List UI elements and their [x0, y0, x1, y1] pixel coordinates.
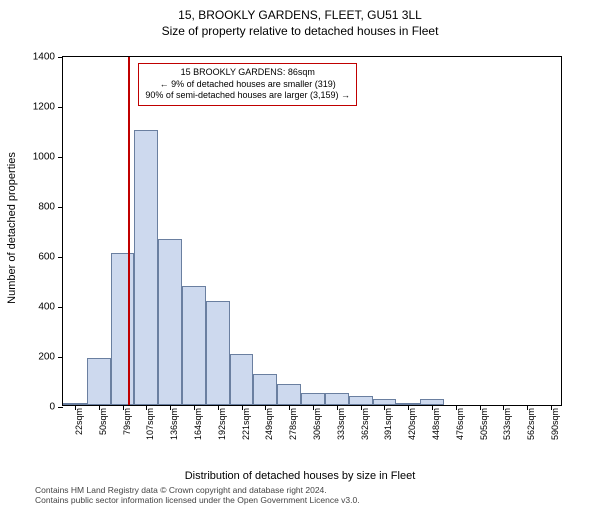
footnote: Contains HM Land Registry data © Crown c… [35, 485, 360, 506]
histogram-bar [134, 130, 158, 405]
ytick-label: 0 [23, 402, 55, 413]
xtick-label: 533sqm [502, 408, 512, 440]
xtick-label: 590sqm [550, 408, 560, 440]
xtick-label: 221sqm [241, 408, 251, 440]
ytick-mark [58, 357, 63, 358]
ytick-label: 400 [23, 302, 55, 313]
xtick-label: 107sqm [145, 408, 155, 440]
xtick-label: 562sqm [526, 408, 536, 440]
plot-area: 020040060080010001200140022sqm50sqm79sqm… [62, 56, 562, 406]
histogram-bar [158, 239, 182, 405]
ytick-label: 200 [23, 352, 55, 363]
histogram-bar [87, 358, 111, 406]
xtick-label: 306sqm [312, 408, 322, 440]
xtick-label: 79sqm [122, 408, 132, 435]
xtick-label: 505sqm [479, 408, 489, 440]
xtick-label: 278sqm [288, 408, 298, 440]
ytick-label: 1400 [23, 52, 55, 63]
xtick-label: 476sqm [455, 408, 465, 440]
x-axis-label: Distribution of detached houses by size … [0, 470, 600, 482]
ytick-label: 1200 [23, 102, 55, 113]
histogram-bar [206, 301, 230, 405]
ytick-mark [58, 407, 63, 408]
ytick-mark [58, 207, 63, 208]
ytick-mark [58, 107, 63, 108]
info-box-line1: 15 BROOKLY GARDENS: 86sqm [145, 67, 350, 79]
info-box-line2: ← 9% of detached houses are smaller (319… [145, 79, 350, 91]
y-axis-label: Number of detached properties [6, 152, 18, 304]
xtick-label: 22sqm [74, 408, 84, 435]
histogram-bar [182, 286, 206, 405]
xtick-label: 362sqm [360, 408, 370, 440]
chart-title-sub: Size of property relative to detached ho… [0, 24, 600, 38]
info-box-line3: 90% of semi-detached houses are larger (… [145, 90, 350, 102]
xtick-label: 50sqm [98, 408, 108, 435]
ytick-mark [58, 57, 63, 58]
ytick-label: 600 [23, 252, 55, 263]
ytick-label: 800 [23, 202, 55, 213]
ytick-mark [58, 157, 63, 158]
info-box: 15 BROOKLY GARDENS: 86sqm← 9% of detache… [138, 63, 357, 106]
histogram-bar [277, 384, 301, 405]
histogram-bar [325, 393, 349, 406]
xtick-label: 192sqm [217, 408, 227, 440]
histogram-bar [111, 253, 135, 406]
footnote-line1: Contains HM Land Registry data © Crown c… [35, 485, 360, 496]
histogram-bar [230, 354, 254, 405]
chart-title-main: 15, BROOKLY GARDENS, FLEET, GU51 3LL [0, 8, 600, 22]
histogram-bar [301, 393, 325, 406]
xtick-label: 164sqm [193, 408, 203, 440]
ytick-label: 1000 [23, 152, 55, 163]
ytick-mark [58, 307, 63, 308]
xtick-label: 249sqm [264, 408, 274, 440]
reference-line [128, 57, 130, 405]
xtick-label: 333sqm [336, 408, 346, 440]
xtick-label: 391sqm [383, 408, 393, 440]
ytick-mark [58, 257, 63, 258]
xtick-label: 448sqm [431, 408, 441, 440]
histogram-bar [349, 396, 373, 405]
footnote-line2: Contains public sector information licen… [35, 495, 360, 506]
chart-region: 020040060080010001200140022sqm50sqm79sqm… [62, 56, 562, 406]
histogram-bar [253, 374, 277, 405]
xtick-label: 136sqm [169, 408, 179, 440]
xtick-label: 420sqm [407, 408, 417, 440]
